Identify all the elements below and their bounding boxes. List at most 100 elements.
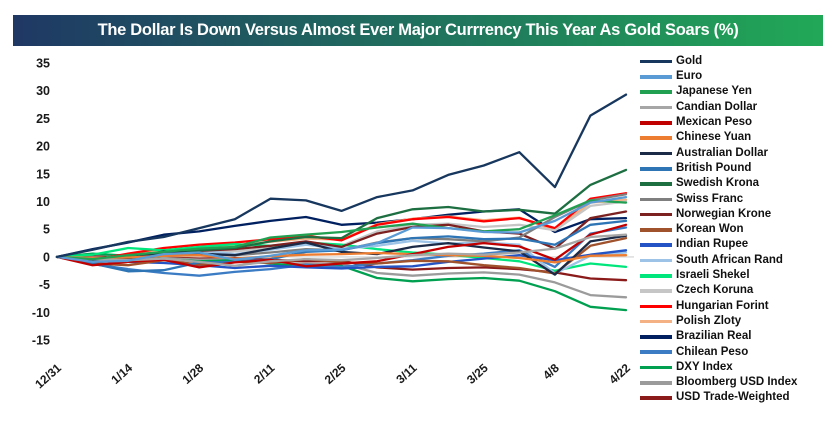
legend-swatch-swedish-krona (640, 182, 672, 186)
legend-label-korean-won: Korean Won (676, 223, 744, 236)
legend-swatch-british-pound (640, 166, 672, 171)
y-tick-label: 25 (36, 112, 50, 126)
legend-item-candian-dollar: Candian Dollar (640, 100, 838, 115)
x-tick-label: 12/31 (32, 361, 64, 392)
legend-swatch-hungarian-forint (640, 304, 672, 309)
legend-item-dxy-index: DXY Index (640, 360, 838, 375)
legend: Gold Euro Japanese Yen Candian Dollar Mexica… (640, 54, 838, 406)
legend-label-norwegian-krone: Norwegian Krone (676, 207, 772, 220)
legend-label-czech-koruna: Czech Koruna (676, 284, 754, 297)
x-tick-label: 1/28 (180, 361, 207, 387)
legend-item-mexican-peso: Mexican Peso (640, 115, 838, 130)
legend-swatch-swiss-franc (640, 197, 672, 202)
legend-swatch-polish-zloty (640, 319, 672, 324)
series-line-candian-dollar (55, 233, 628, 267)
legend-swatch-mexican-peso (640, 121, 672, 125)
legend-item-brazilian-real: Brazilian Real (640, 329, 838, 344)
legend-item-gold: Gold (640, 54, 838, 69)
legend-item-japanese-yen: Japanese Yen (640, 85, 838, 100)
y-tick-label: 30 (36, 84, 50, 98)
legend-label-swiss-franc: Swiss Franc (676, 192, 744, 205)
x-tick-label: 4/22 (606, 361, 633, 387)
legend-label-british-pound: British Pound (676, 161, 752, 174)
legend-item-indian-rupee: Indian Rupee (640, 238, 838, 253)
legend-swatch-czech-koruna (640, 289, 672, 293)
legend-swatch-chinese-yuan (640, 136, 672, 140)
series-line-gold (55, 93, 628, 259)
legend-label-hungarian-forint: Hungarian Forint (676, 299, 769, 312)
legend-item-euro: Euro (640, 69, 838, 84)
x-tick-label: 2/25 (322, 361, 349, 387)
legend-item-chinese-yuan: Chinese Yuan (640, 130, 838, 145)
legend-item-swedish-krona: Swedish Krona (640, 176, 838, 191)
legend-swatch-dxy-index (640, 365, 672, 370)
legend-item-british-pound: British Pound (640, 161, 838, 176)
series-line-brazilian-real (55, 208, 628, 259)
legend-label-south-african-rand: South African Rand (676, 253, 783, 266)
legend-item-south-african-rand: South African Rand (640, 253, 838, 268)
legend-swatch-euro (640, 75, 672, 79)
legend-label-japanese-yen: Japanese Yen (676, 85, 752, 98)
legend-swatch-usd-trade-weighted (640, 396, 672, 400)
legend-label-brazilian-real: Brazilian Real (676, 330, 752, 343)
legend-item-bloomberg-usd-index: Bloomberg USD Index (640, 375, 838, 390)
legend-label-mexican-peso: Mexican Peso (676, 116, 753, 129)
y-tick-label: 5 (43, 223, 50, 237)
legend-swatch-japanese-yen (640, 90, 672, 95)
legend-item-czech-koruna: Czech Koruna (640, 283, 838, 298)
x-tick-label: 4/8 (540, 361, 562, 383)
legend-label-chinese-yuan: Chinese Yuan (676, 131, 752, 144)
legend-label-usd-trade-weighted: USD Trade-Weighted (676, 391, 790, 404)
legend-swatch-candian-dollar (640, 105, 672, 110)
legend-label-australian-dollar: Australian Dollar (676, 146, 769, 159)
legend-swatch-south-african-rand (640, 258, 672, 263)
legend-item-israeli-shekel: Israeli Shekel (640, 268, 838, 283)
legend-item-usd-trade-weighted: USD Trade-Weighted (640, 391, 838, 406)
legend-label-gold: Gold (676, 54, 703, 67)
chart-title: The Dollar Is Down Versus Almost Ever Ma… (97, 21, 739, 39)
legend-swatch-gold (640, 59, 672, 64)
legend-swatch-brazilian-real (640, 335, 672, 339)
legend-swatch-korean-won (640, 228, 672, 232)
legend-item-australian-dollar: Australian Dollar (640, 146, 838, 161)
legend-swatch-indian-rupee (640, 243, 672, 247)
legend-item-swiss-franc: Swiss Franc (640, 192, 838, 207)
legend-item-polish-zloty: Polish Zloty (640, 314, 838, 329)
y-tick-label: 0 (43, 250, 50, 264)
x-tick-label: 2/11 (251, 361, 277, 387)
x-tick-label: 3/11 (393, 361, 419, 387)
legend-swatch-bloomberg-usd-index (640, 381, 672, 385)
legend-item-hungarian-forint: Hungarian Forint (640, 299, 838, 314)
y-tick-label: -10 (32, 306, 50, 320)
x-tick-label: 1/14 (108, 361, 135, 387)
legend-label-israeli-shekel: Israeli Shekel (676, 269, 750, 282)
legend-swatch-chilean-peso (640, 350, 672, 355)
series-line-israeli-shekel (55, 241, 628, 272)
legend-label-candian-dollar: Candian Dollar (676, 100, 758, 113)
y-tick-label: 20 (36, 140, 50, 154)
y-tick-label: 15 (36, 167, 50, 181)
legend-item-norwegian-krone: Norwegian Krone (640, 207, 838, 222)
legend-item-chilean-peso: Chilean Peso (640, 345, 838, 360)
legend-label-swedish-krona: Swedish Krona (676, 177, 760, 190)
y-tick-label: 10 (36, 195, 50, 209)
series-line-euro (55, 195, 628, 264)
legend-swatch-norwegian-krone (640, 212, 672, 217)
series-line-japanese-yen (55, 199, 628, 261)
y-tick-label: -15 (32, 334, 50, 348)
legend-label-euro: Euro (676, 70, 703, 83)
legend-label-bloomberg-usd-index: Bloomberg USD Index (676, 376, 798, 389)
chart-title-bar: The Dollar Is Down Versus Almost Ever Ma… (13, 15, 823, 46)
legend-label-dxy-index: DXY Index (676, 360, 733, 373)
x-tick-label: 3/25 (464, 361, 491, 387)
legend-label-chilean-peso: Chilean Peso (676, 345, 749, 358)
legend-label-polish-zloty: Polish Zloty (676, 314, 742, 327)
y-tick-label: 35 (36, 57, 50, 71)
y-tick-label: -5 (39, 278, 50, 292)
legend-label-indian-rupee: Indian Rupee (676, 238, 749, 251)
legend-item-korean-won: Korean Won (640, 222, 838, 237)
legend-swatch-australian-dollar (640, 151, 672, 156)
legend-swatch-israeli-shekel (640, 274, 672, 278)
